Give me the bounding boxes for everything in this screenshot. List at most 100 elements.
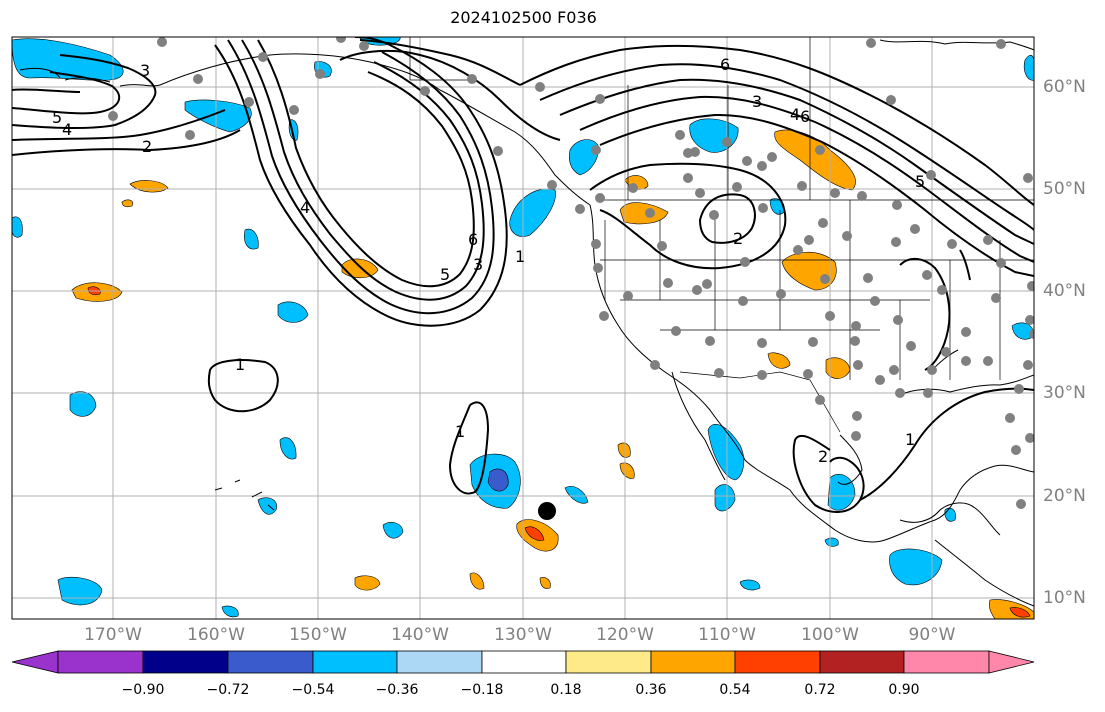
- anomaly-positive: [341, 258, 379, 279]
- lon-label: 110°W: [698, 625, 756, 645]
- lon-label: 130°W: [494, 625, 552, 645]
- contour-line: [899, 257, 951, 371]
- colorbar-tick-label: 0.90: [888, 682, 920, 698]
- anomaly-negative: [944, 507, 956, 522]
- colorbar-extend-low: [11, 650, 59, 674]
- anomaly-negative: [257, 497, 277, 515]
- anomaly-negative: [12, 216, 23, 238]
- contour-label: 2: [733, 229, 743, 248]
- colorbar-tick-label: −0.36: [375, 682, 419, 698]
- contour-line: [698, 193, 756, 244]
- contour-labels: 1 1 1 1 2 2 2 3 3 3 4 4 4 5 5 5 6 6 6: [52, 55, 925, 466]
- anomaly-negative: [12, 38, 124, 81]
- contour-line: [599, 113, 1034, 277]
- graticule: [12, 37, 1034, 619]
- colorbar-tick-label: −0.72: [206, 682, 250, 698]
- colorbar-tick-label: 0.72: [804, 682, 836, 698]
- contour-line: [359, 39, 521, 86]
- anomaly-negative: [739, 579, 761, 591]
- anomaly-negative: [564, 486, 589, 504]
- lon-label: 90°W: [908, 625, 956, 645]
- anomaly-negative: [244, 228, 259, 250]
- lat-label: 40°N: [1043, 281, 1086, 301]
- lat-label: 30°N: [1043, 383, 1086, 403]
- anomaly-positive: [129, 180, 169, 193]
- contour-line: [241, 39, 485, 301]
- lon-label: 100°W: [801, 625, 859, 645]
- anomaly-negative: [689, 118, 739, 153]
- lat-label: 50°N: [1043, 179, 1086, 199]
- anomaly-negative: [57, 577, 103, 606]
- contour-line: [539, 63, 1034, 231]
- colorbar-segment: [565, 650, 652, 674]
- contour-label: 3: [140, 61, 150, 80]
- colorbar-segment: [57, 650, 144, 674]
- contour-label: 2: [142, 137, 152, 156]
- contour-label: 4: [300, 198, 310, 217]
- anomaly-positive: [774, 129, 856, 191]
- contour-line: [12, 109, 226, 141]
- contour-label: 1: [905, 430, 915, 449]
- contour-line: [12, 88, 81, 93]
- contour-label: 4: [62, 120, 72, 139]
- anomaly-positive: [767, 352, 791, 369]
- anomaly-negative: [382, 522, 404, 539]
- stations: [108, 37, 1034, 509]
- anomaly-negative: [69, 391, 97, 417]
- anomaly-positive: [539, 577, 551, 589]
- contour-label: 3: [473, 255, 483, 274]
- anomaly-positive: [469, 572, 485, 590]
- contour-label: 3: [752, 92, 762, 111]
- anomaly-negative: [184, 99, 252, 133]
- anomaly-negative: [827, 474, 856, 511]
- colorbar-tick-label: 0.18: [550, 682, 582, 698]
- contour-label: 1: [515, 247, 525, 266]
- contour-label: 6: [800, 107, 810, 126]
- anomaly-negative: [824, 537, 839, 547]
- anomaly-negative: [569, 139, 599, 176]
- anomaly-negative: [221, 605, 239, 618]
- lat-label: 60°N: [1043, 77, 1086, 97]
- colorbar-segment: [903, 650, 990, 674]
- anomaly-negative: [889, 548, 943, 586]
- map-frame: [11, 36, 1035, 620]
- lat-label: 10°N: [1043, 588, 1086, 608]
- anomaly-negative: [487, 468, 509, 492]
- contour-line: [214, 37, 508, 327]
- contour-line: [12, 54, 157, 130]
- colorbar-segment: [142, 650, 229, 674]
- anomaly-positive: [619, 202, 669, 225]
- contour-label: 5: [440, 265, 450, 284]
- anomaly-positive: [781, 251, 837, 291]
- contour-line: [227, 39, 495, 315]
- anomaly-positive: [121, 199, 133, 208]
- contours: [12, 37, 1034, 513]
- anomaly-negative: [714, 484, 736, 512]
- colorbar-tick-label: 0.36: [635, 682, 667, 698]
- colorbar-tick-label: −0.54: [291, 682, 335, 698]
- contour-line: [12, 129, 241, 156]
- anomaly-positive: [619, 462, 635, 479]
- lon-label: 120°W: [596, 625, 654, 645]
- contour-label: 6: [720, 55, 730, 74]
- anomaly-positive: [524, 526, 545, 541]
- colorbar-tick-label: −0.18: [460, 682, 504, 698]
- contour-line: [959, 249, 971, 281]
- anomaly-negative: [1023, 55, 1034, 81]
- contour-line: [559, 78, 1034, 245]
- contour-label: 1: [455, 422, 465, 441]
- anomaly-positive: [354, 575, 381, 591]
- storm-center-marker: [538, 502, 556, 520]
- contour-label: 5: [915, 172, 925, 191]
- anomaly-negative: [279, 437, 297, 460]
- colorbar-segment: [734, 650, 821, 674]
- colorbar-segment: [481, 650, 567, 674]
- anomaly-positive: [1009, 607, 1031, 618]
- lon-label: 160°W: [187, 625, 245, 645]
- colorbar-segment: [227, 650, 314, 674]
- contour-line: [579, 95, 1034, 263]
- colorbar-extend-high: [988, 650, 1035, 674]
- contour-line: [339, 49, 561, 141]
- colorbar-tick-label: −0.90: [121, 682, 165, 698]
